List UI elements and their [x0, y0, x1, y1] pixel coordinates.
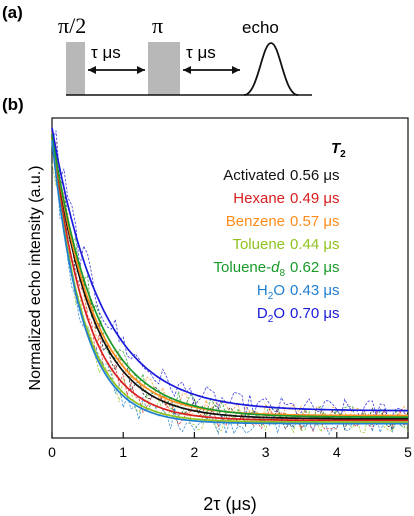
plot-frame [51, 117, 409, 439]
pi-label: π [152, 13, 163, 38]
legend-entry-value: 0.49 μs [290, 190, 340, 207]
echo-signal [243, 42, 299, 96]
raw-trace [51, 146, 409, 429]
panel-b-label: (b) [2, 95, 24, 114]
x-tick-label: 5 [404, 444, 412, 460]
fit-curve [51, 140, 408, 425]
delay1-arrow [88, 66, 145, 74]
raw-trace [51, 151, 409, 436]
panel-b: (b) 0 1 2 3 4 5 2τ (μs) Normalized echo inten… [2, 95, 412, 514]
legend-title: T2 [331, 140, 346, 160]
legend-entry-value: 0.56 μs [290, 167, 340, 184]
x-tick-label: 0 [48, 444, 56, 460]
fit-curves [51, 127, 408, 425]
delay2-arrow [183, 66, 240, 74]
fit-curve [51, 127, 408, 412]
legend-entry-value: 0.62 μs [290, 259, 340, 276]
raw-trace [51, 163, 409, 434]
x-tick-label: 1 [119, 444, 127, 460]
x-tick-label: 2 [191, 444, 199, 460]
legend-entry-value: 0.70 μs [290, 305, 340, 322]
panel-a-label: (a) [2, 3, 23, 22]
fit-curve [51, 138, 408, 423]
x-tick-label: 4 [333, 444, 341, 460]
y-axis-label: Normalized echo intensity (a.u.) [27, 166, 44, 391]
pi-half-pulse [66, 42, 85, 95]
fit-curve [51, 137, 408, 422]
pi-pulse [148, 42, 180, 95]
delay1-label: τ μs [91, 43, 121, 62]
fit-curve [51, 135, 408, 420]
legend-entry-name: H2O [257, 282, 285, 302]
raw-trace [51, 130, 409, 422]
x-axis-label: 2τ (μs) [203, 494, 256, 514]
legend: T2 Activated 0.56 μs Hexane 0.49 μs Benzene 0.… [214, 140, 347, 325]
legend-entry-value: 0.43 μs [290, 282, 340, 299]
legend-entry-name: D2O [257, 305, 285, 325]
x-ticks: 0 1 2 3 4 5 [48, 432, 412, 460]
legend-entry-name: Benzene [226, 213, 285, 230]
legend-title-subscript: 2 [340, 149, 346, 160]
delay2-label: τ μs [186, 43, 216, 62]
fit-curve [51, 133, 408, 418]
raw-trace [51, 141, 409, 427]
legend-entry-value: 0.44 μs [290, 236, 340, 253]
legend-entry-name: Activated [223, 167, 285, 184]
legend-entry-name: Toluene [232, 236, 285, 253]
legend-entry-value: 0.57 μs [290, 213, 340, 230]
echo-label: echo [242, 18, 279, 37]
pi-half-label: π/2 [58, 13, 86, 38]
x-tick-label: 3 [262, 444, 270, 460]
legend-entry-name: Hexane [233, 190, 285, 207]
legend-entry-name: Toluene-d8 [214, 259, 286, 279]
panel-a: (a) π/2 π echo τ μs τ μs [2, 3, 312, 96]
